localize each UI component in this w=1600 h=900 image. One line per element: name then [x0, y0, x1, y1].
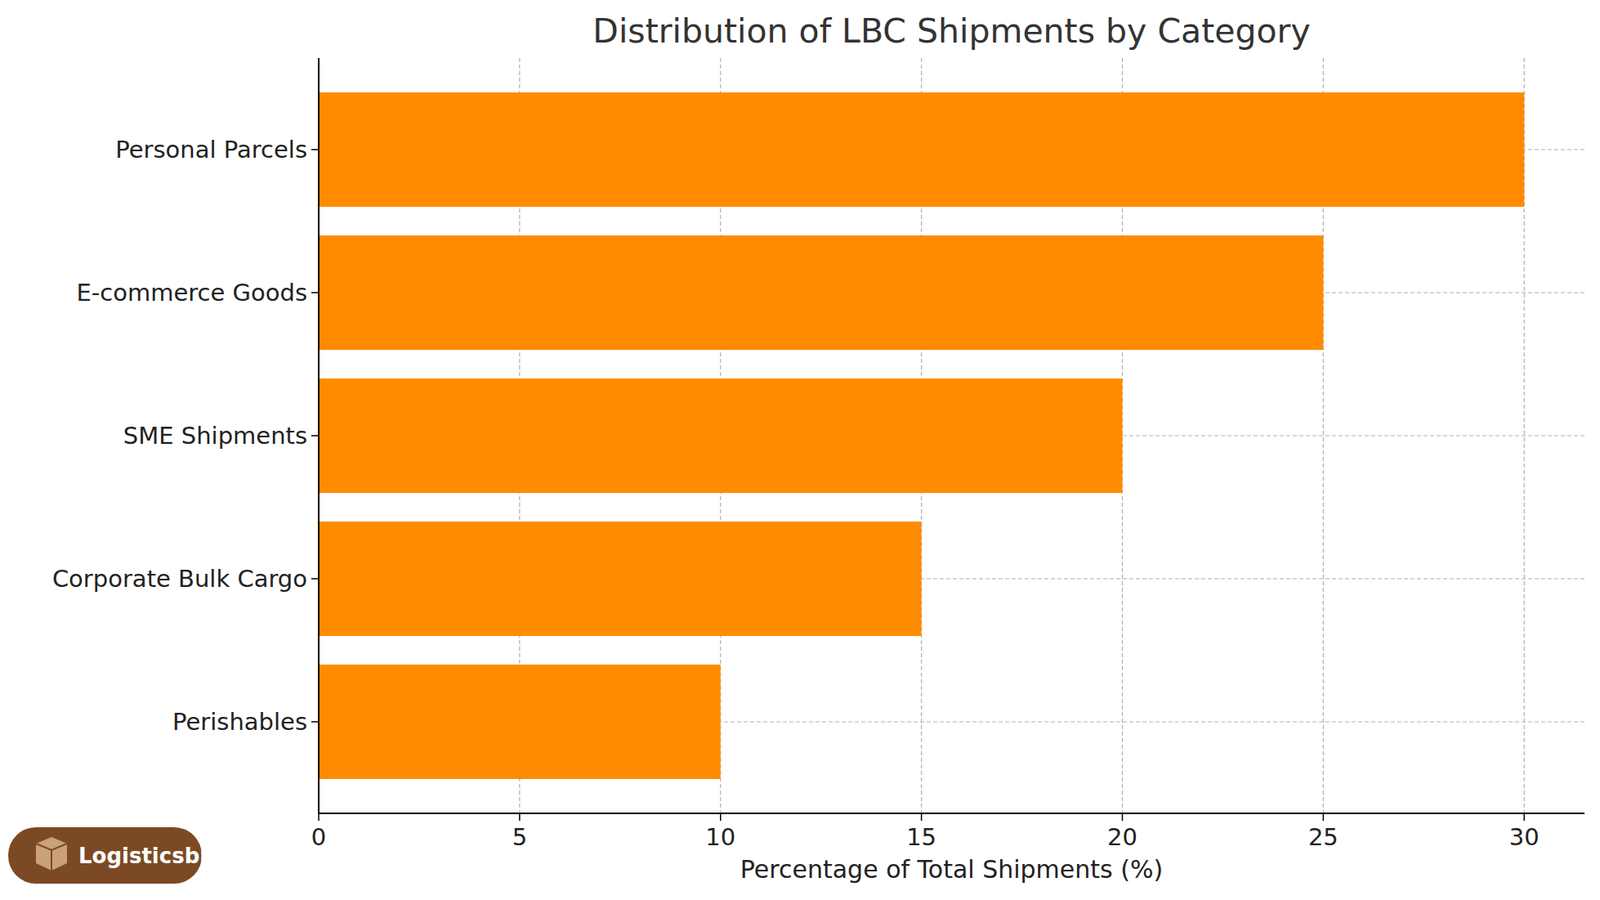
x-tick-label: 25: [1308, 822, 1339, 851]
y-tick: [311, 148, 319, 151]
bar: [318, 521, 922, 636]
x-axis-line: [318, 812, 1585, 814]
bars: [318, 92, 1525, 779]
x-tick: [1523, 813, 1525, 821]
x-tick-label: 0: [311, 822, 327, 851]
x-tick-label: 15: [906, 822, 937, 851]
x-tick-label: 10: [705, 822, 736, 851]
bar: [318, 235, 1323, 350]
y-tick-label: E-commerce Goods: [75, 278, 308, 307]
x-axis-label: Percentage of Total Shipments (%): [740, 854, 1163, 884]
x-tick: [719, 813, 722, 821]
watermark-text: Logisticsbid: [78, 843, 223, 868]
bar: [318, 664, 721, 779]
y-tick-label: SME Shipments: [123, 421, 308, 450]
y-tick-label: Corporate Bulk Cargo: [52, 564, 308, 593]
chart-svg: 0 5 10 15 20 25 30 Personal Parcels E-commerce G…: [0, 0, 1600, 900]
grid: [318, 58, 1585, 814]
x-tick-label: 30: [1509, 822, 1540, 851]
y-tick: [311, 434, 319, 437]
title: Distribution of LBC Shipments by Categor…: [592, 11, 1310, 51]
x-tick: [1322, 813, 1325, 821]
watermark: Logisticsbid: [8, 826, 223, 884]
x-tick: [518, 813, 521, 821]
x-tick: [317, 813, 320, 821]
x-tick: [920, 813, 923, 821]
chart-container: 0 5 10 15 20 25 30 Personal Parcels E-commerce G…: [0, 0, 1600, 900]
x-tick-label: 20: [1107, 822, 1138, 851]
bar: [318, 378, 1122, 493]
y-tick: [311, 720, 319, 723]
x-tick-label: 5: [512, 822, 528, 851]
x-tick: [1121, 813, 1124, 821]
y-tick-label: Personal Parcels: [115, 135, 308, 164]
watermark-icon: [35, 836, 68, 871]
y-tick: [311, 291, 319, 294]
bar: [318, 92, 1525, 207]
y-tick: [311, 577, 319, 580]
y-tick-label: Perishables: [172, 707, 308, 736]
